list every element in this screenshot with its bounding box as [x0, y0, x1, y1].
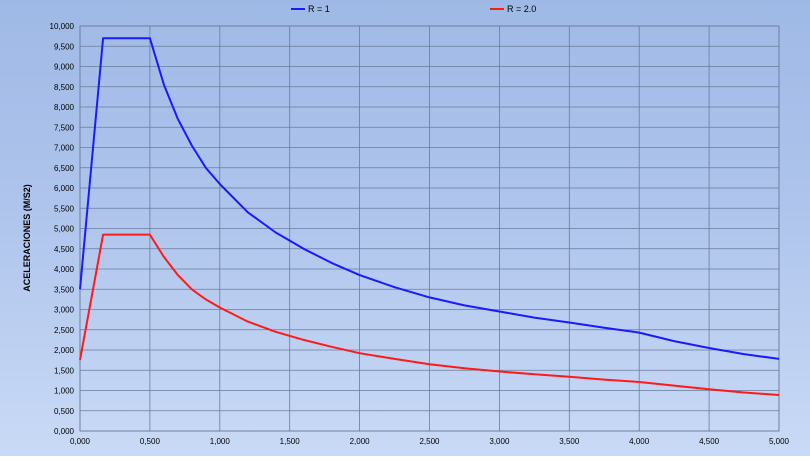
y-tick-label: 1,500: [54, 366, 75, 375]
x-tick-label: 4,000: [629, 437, 650, 446]
y-tick-label: 3,500: [54, 285, 75, 294]
plot-frame: [79, 25, 780, 432]
y-tick-label: 9,000: [54, 63, 75, 72]
y-tick-label: 9,500: [54, 42, 75, 51]
x-tick-label: 4,500: [699, 437, 720, 446]
y-tick-label: 3,000: [54, 306, 75, 315]
legend-label-1: R = 1: [308, 4, 330, 14]
y-tick-label: 5,500: [54, 204, 75, 213]
series-line-1: [79, 37, 780, 360]
y-tick-label: 2,500: [54, 326, 75, 335]
y-tick-label: 7,000: [54, 144, 75, 153]
x-tick-label: 2,000: [350, 437, 371, 446]
x-tick-label: 0,000: [70, 437, 91, 446]
y-tick-label: 6,500: [54, 164, 75, 173]
x-tick-label: 3,000: [489, 437, 510, 446]
y-axis-label: ACELERACIONES (M/S2): [22, 184, 32, 292]
y-tick-label: 10,000: [50, 22, 75, 31]
x-tick-label: 1,000: [210, 437, 231, 446]
x-tick-label: 1,500: [280, 437, 301, 446]
y-tick-label: 0,000: [54, 427, 75, 436]
x-tick-label: 5,000: [769, 437, 790, 446]
y-tick-label: 7,500: [54, 123, 75, 132]
y-tick-label: 1,000: [54, 387, 75, 396]
y-tick-label: 8,500: [54, 83, 75, 92]
legend-label-2: R = 2.0: [507, 4, 536, 14]
x-tick-label: 2,500: [419, 437, 440, 446]
x-tick-label: 3,500: [559, 437, 580, 446]
y-tick-label: 5,000: [54, 225, 75, 234]
y-tick-label: 0,500: [54, 407, 75, 416]
x-tick-label: 0,500: [140, 437, 161, 446]
series-line-2: [79, 233, 780, 396]
y-tick-label: 4,500: [54, 245, 75, 254]
y-tick-label: 8,000: [54, 103, 75, 112]
y-tick-label: 2,000: [54, 346, 75, 355]
y-tick-label: 4,000: [54, 265, 75, 274]
y-tick-label: 6,000: [54, 184, 75, 193]
